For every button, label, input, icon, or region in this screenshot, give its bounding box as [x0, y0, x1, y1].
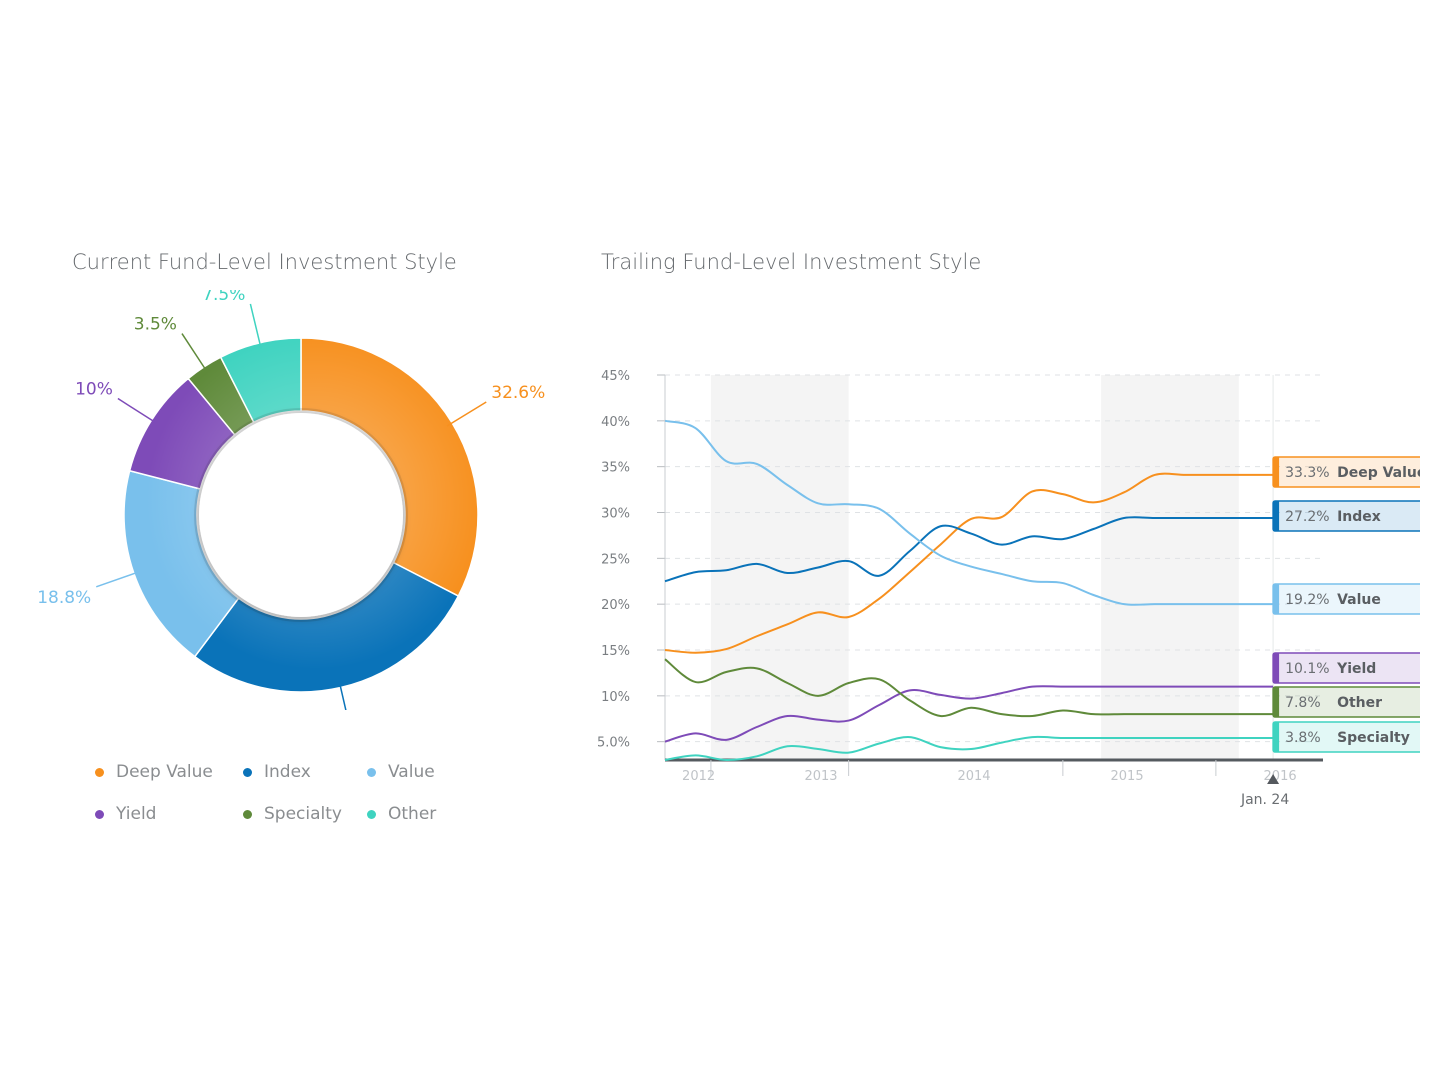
legend-label: Specialty [264, 804, 342, 824]
end-tag-value: 10.1% [1285, 661, 1329, 677]
end-tag-accent [1273, 501, 1280, 531]
slice-label-deep-value: 32.6% [491, 383, 545, 403]
current-date-label: Jan. 24 [1240, 792, 1289, 808]
y-tick-label: 20% [601, 598, 630, 613]
legend-item-index[interactable]: Index [243, 762, 367, 782]
slice-label-specialty: 3.5% [134, 315, 177, 335]
legend-item-value[interactable]: Value [367, 762, 487, 782]
end-tag-value: 27.2% [1285, 509, 1329, 525]
legend-item-deep-value[interactable]: Deep Value [95, 762, 243, 782]
legend-dot-icon [243, 767, 252, 777]
legend-label: Deep Value [116, 762, 213, 782]
trend-chart-title: Trailing Fund-Level Investment Style [601, 250, 982, 274]
series-line-index[interactable] [664, 516, 1274, 583]
x-tick-label: 2013 [804, 769, 837, 784]
legend-dot-icon [367, 767, 376, 777]
y-tick-label: 10% [601, 690, 630, 705]
series-line-deep-value[interactable] [664, 472, 1274, 654]
end-tag-deep-value[interactable]: 33.3% Deep Value [1272, 456, 1420, 488]
end-tag-specialty[interactable]: 3.8% Specialty [1272, 721, 1420, 753]
end-tag-name: Specialty [1337, 730, 1410, 746]
end-tag-value: 7.8% [1285, 695, 1321, 711]
slice-label-yield: 10% [75, 380, 113, 400]
y-tick-label: 40% [601, 415, 630, 430]
slice-leader-other [249, 303, 262, 349]
y-tick-label: 5.0% [597, 736, 630, 751]
end-tag-name: Value [1337, 592, 1381, 608]
legend-dot-icon [95, 767, 104, 777]
slice-leader-yield [117, 397, 158, 424]
donut-hole [199, 413, 403, 617]
donut-legend: Deep Value Index Value Yield Specialty O… [95, 762, 495, 824]
legend-item-yield[interactable]: Yield [95, 804, 243, 824]
end-tag-value[interactable]: 19.2% Value [1272, 583, 1420, 615]
series-line-other[interactable] [664, 658, 1274, 718]
y-tick-label: 45% [601, 369, 630, 384]
legend-label: Value [388, 762, 435, 782]
legend-label: Other [388, 804, 437, 824]
slice-leader-index [338, 681, 347, 710]
x-tick-label: 2014 [957, 769, 990, 784]
end-tag-accent [1273, 687, 1280, 717]
end-tag-name: Index [1337, 509, 1381, 525]
shaded-band-2015 [1101, 375, 1239, 760]
end-tag-index[interactable]: 27.2% Index [1272, 500, 1420, 532]
series-line-specialty[interactable] [664, 735, 1274, 762]
end-tag-name: Deep Value [1337, 465, 1420, 481]
line-chart: 5.0% 10% 15% 20% 25% 30% 35% 40% 45% 2012 2013 2014… [597, 369, 1420, 808]
slice-leader-deep-value [446, 401, 487, 427]
series-line-yield[interactable] [664, 685, 1274, 743]
legend-dot-icon [243, 809, 252, 819]
end-tag-accent [1273, 653, 1280, 683]
marker-triangle-icon[interactable] [1267, 774, 1280, 784]
legend-label: Index [264, 762, 311, 782]
end-tag-name: Other [1337, 695, 1382, 711]
donut-chart-title: Current Fund-Level Investment Style [72, 250, 457, 274]
legend-dot-icon [95, 809, 104, 819]
legend-item-other[interactable]: Other [367, 804, 487, 824]
legend-item-specialty[interactable]: Specialty [243, 804, 367, 824]
slice-leader-value [95, 570, 140, 588]
donut-gloss [124, 338, 478, 692]
end-tag-accent [1273, 584, 1280, 614]
slice-label-other: 7.5% [202, 290, 245, 305]
end-tag-value: 3.8% [1285, 730, 1321, 746]
legend-dot-icon [367, 809, 376, 819]
end-tag-accent [1273, 722, 1280, 752]
donut-chart: 32.6%27.7%18.8%10%3.5%7.5% [37, 290, 545, 710]
x-tick-label: 2012 [682, 769, 715, 784]
y-tick-label: 15% [601, 644, 630, 659]
shaded-band-2013 [710, 375, 849, 760]
series-line-value[interactable] [664, 419, 1274, 606]
y-tick-label: 25% [601, 552, 630, 567]
end-tag-accent [1273, 457, 1280, 487]
x-tick-label: 2015 [1111, 769, 1144, 784]
legend-label: Yield [116, 804, 157, 824]
y-tick-label: 35% [601, 461, 630, 476]
end-tag-value: 19.2% [1285, 592, 1329, 608]
end-tag-other[interactable]: 7.8% Other [1272, 686, 1420, 718]
end-tag-name: Yield [1336, 661, 1376, 677]
end-tag-value: 33.3% [1285, 465, 1329, 481]
slice-label-value: 18.8% [37, 588, 91, 608]
end-tag-yield[interactable]: 10.1% Yield [1272, 652, 1420, 684]
y-tick-label: 30% [601, 507, 630, 522]
slice-leader-specialty [181, 333, 208, 373]
